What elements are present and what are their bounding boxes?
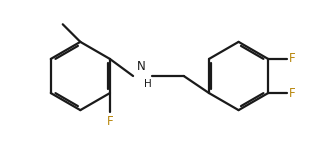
Text: F: F <box>107 115 113 128</box>
Text: F: F <box>289 87 295 100</box>
Text: N: N <box>137 60 146 73</box>
Text: H: H <box>144 79 152 89</box>
Text: F: F <box>289 52 295 65</box>
